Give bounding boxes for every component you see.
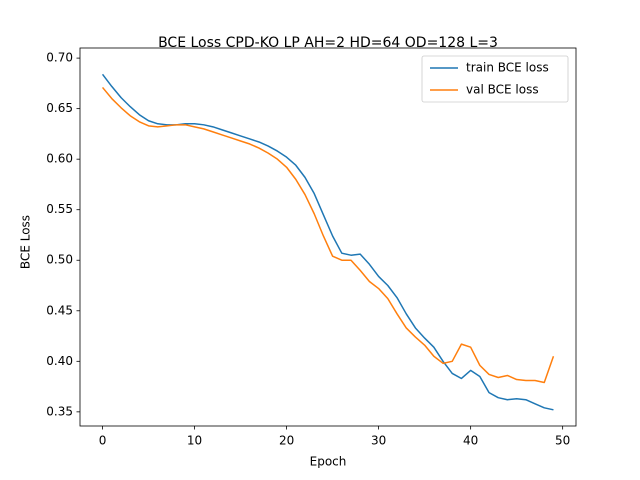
y-tick-label: 0.50 — [46, 253, 73, 267]
y-tick-label: 0.35 — [46, 404, 73, 418]
legend-label: val BCE loss — [466, 83, 539, 97]
x-tick-label: 50 — [555, 434, 570, 448]
x-axis-label: Epoch — [310, 455, 347, 469]
chart-title: BCE Loss CPD-KO LP AH=2 HD=64 OD=128 L=3 — [158, 35, 498, 51]
y-tick-label: 0.60 — [46, 152, 73, 166]
x-tick-label: 10 — [187, 434, 202, 448]
x-tick-label: 30 — [371, 434, 386, 448]
legend-label: train BCE loss — [466, 61, 549, 75]
y-tick-label: 0.55 — [46, 202, 73, 216]
x-tick-label: 0 — [99, 434, 107, 448]
axes-frame — [79, 47, 577, 427]
y-tick-label: 0.40 — [46, 354, 73, 368]
x-tick-label: 20 — [279, 434, 294, 448]
legend-box — [421, 55, 569, 103]
y-tick-label: 0.65 — [46, 101, 73, 115]
y-tick-label: 0.70 — [46, 51, 73, 65]
x-tick-label: 40 — [463, 434, 478, 448]
line-series — [101, 86, 555, 384]
y-axis-label: BCE Loss — [19, 215, 33, 269]
y-tick-label: 0.45 — [46, 303, 73, 317]
